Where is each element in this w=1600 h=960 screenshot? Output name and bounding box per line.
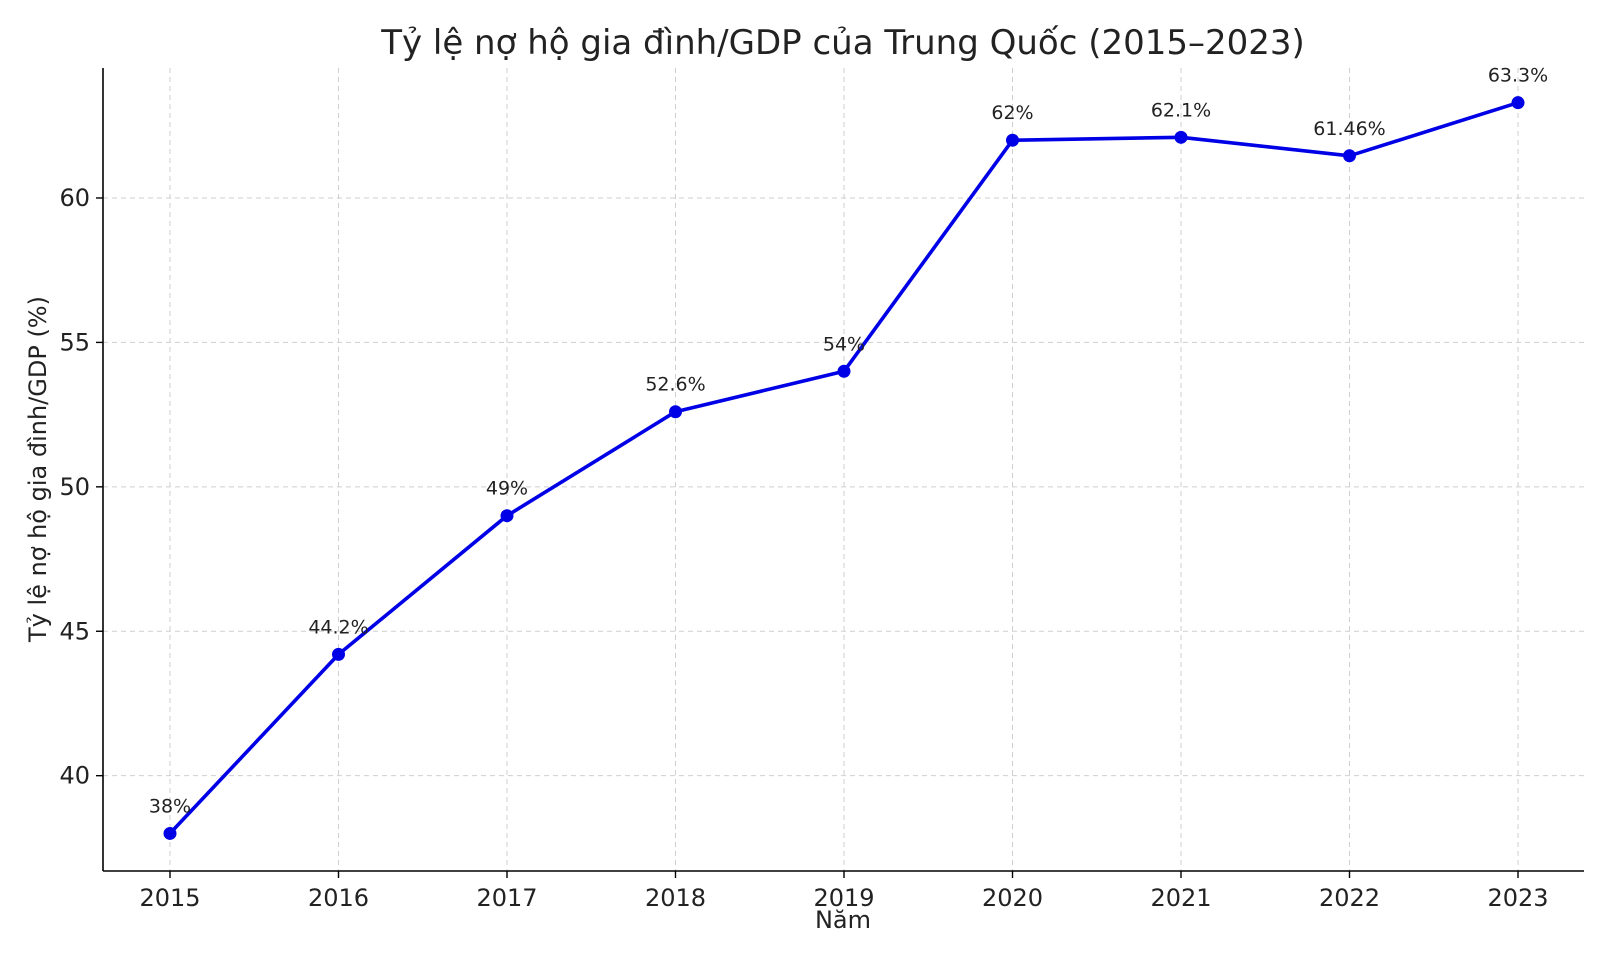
y-tick-label: 40: [59, 762, 90, 790]
y-tick-label: 45: [59, 617, 90, 645]
data-point: [1511, 96, 1525, 110]
chart-title: Tỷ lệ nợ hộ gia đình/GDP của Trung Quốc …: [380, 23, 1305, 63]
y-tick-label: 55: [59, 328, 90, 356]
data-point: [669, 405, 682, 419]
y-tick-label: 50: [59, 473, 90, 501]
data-point: [163, 826, 177, 840]
data-label: 52.6%: [645, 374, 705, 396]
x-tick-label: 2016: [308, 884, 369, 912]
x-tick-label: 2020: [982, 884, 1043, 912]
series: [163, 96, 1525, 840]
x-tick-label: 2017: [476, 884, 537, 912]
data-label: 62%: [991, 102, 1033, 124]
data-label: 44.2%: [308, 616, 368, 638]
y-axis-label: Tỷ lệ nợ hộ gia đình/GDP (%): [24, 296, 52, 643]
data-label: 38%: [149, 795, 191, 817]
x-tick-label: 2023: [1487, 884, 1548, 912]
data-point: [332, 647, 345, 661]
x-tick-label: 2022: [1319, 884, 1380, 912]
x-axis-ticks: 2015 2016 2017 2018 2019 2020 2021 2022 2023: [139, 871, 1549, 912]
y-tick-label: 60: [59, 184, 90, 212]
x-tick-label: 2021: [1150, 884, 1211, 912]
data-label: 63.3%: [1488, 65, 1548, 87]
data-point: [1343, 149, 1356, 163]
data-label: 61.46%: [1313, 118, 1385, 140]
data-point: [1174, 130, 1188, 144]
data-point: [837, 364, 851, 378]
data-label: 54%: [823, 333, 865, 355]
x-tick-label: 2019: [813, 884, 874, 912]
data-point: [1006, 133, 1019, 147]
data-label: 49%: [486, 478, 528, 500]
data-labels: 38% 44.2% 49% 52.6% 54% 62% 62.1% 61.46% 63.3%: [149, 65, 1548, 818]
x-tick-label: 2015: [139, 884, 200, 912]
x-axis-label: Năm: [815, 906, 871, 934]
x-tick-label: 2018: [645, 884, 706, 912]
grid: [103, 68, 1584, 871]
y-axis-ticks: 40 45 50 55 60: [59, 184, 103, 790]
data-point: [500, 509, 514, 523]
data-label: 62.1%: [1151, 99, 1211, 121]
